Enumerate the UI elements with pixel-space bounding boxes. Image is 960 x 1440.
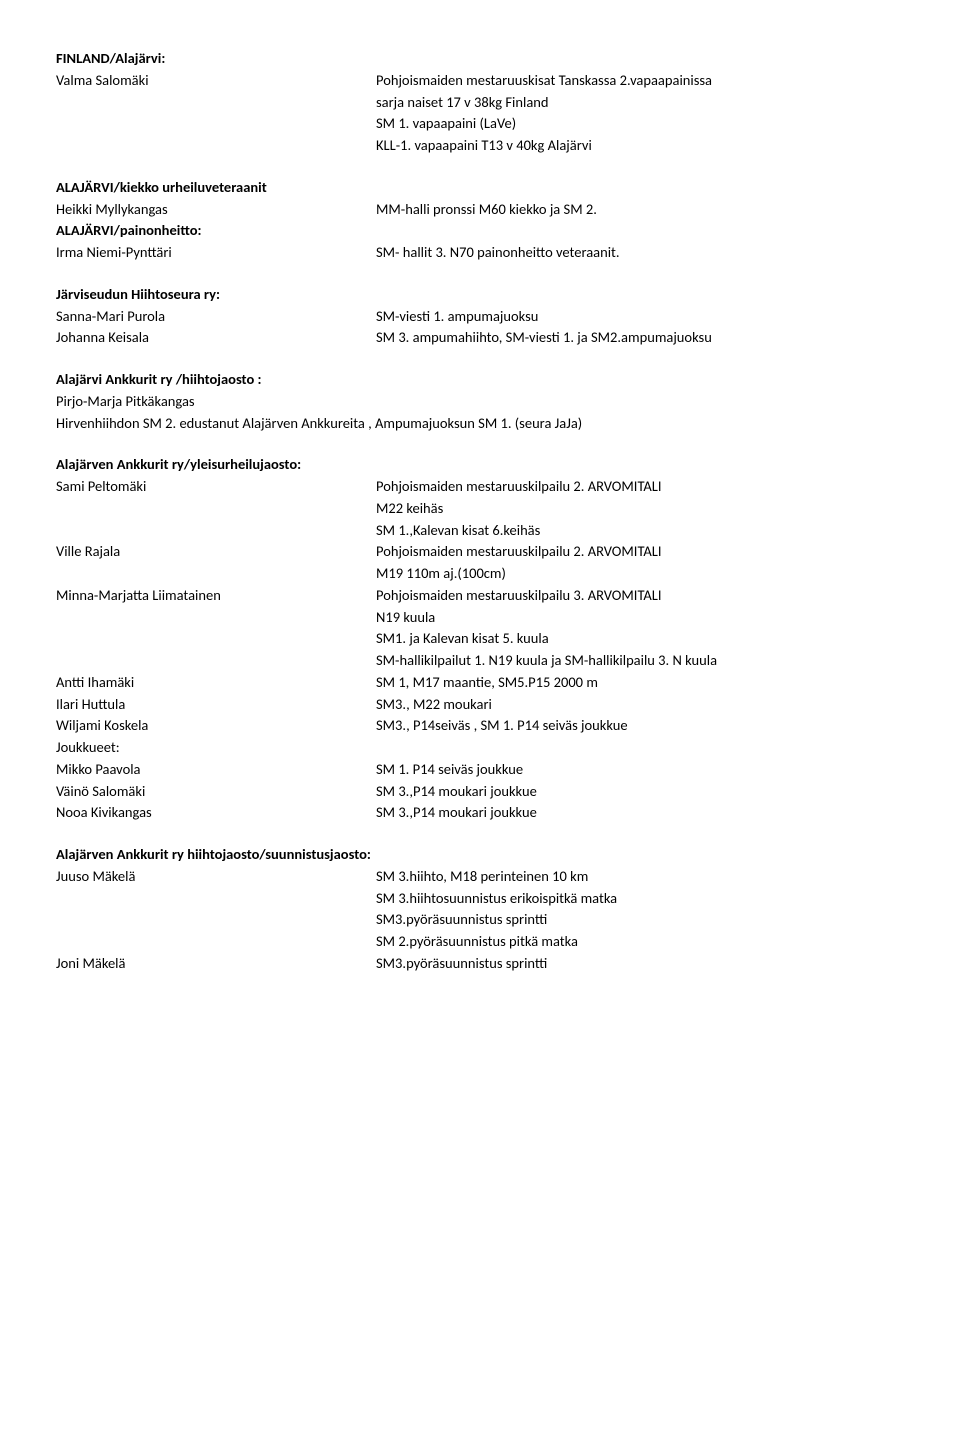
achievement-text: SM 1, M17 maantie, SM5.P15 2000 m: [376, 672, 904, 694]
achievement-text: SM1. ja Kalevan kisat 5. kuula: [376, 628, 904, 650]
person-name: Ilari Huttula: [56, 694, 376, 716]
achievement-text: SM3.pyöräsuunnistus sprintti: [376, 953, 904, 975]
person-name: Wiljami Koskela: [56, 715, 376, 737]
achievement-text: SM 1. vapaapaini (LaVe): [376, 113, 904, 135]
person-name: Nooa Kivikangas: [56, 802, 376, 824]
achievement-text: SM3.pyöräsuunnistus sprintti: [376, 909, 904, 931]
person-name: Juuso Mäkelä: [56, 866, 376, 888]
entry-row: Joni MäkeläSM3.pyöräsuunnistus sprintti: [56, 953, 904, 975]
sub-heading: ALAJÄRVI/painonheitto:: [56, 220, 904, 242]
entry-row: Sanna-Mari Purola SM-viesti 1. ampumajuo…: [56, 306, 904, 328]
person-name: Antti Ihamäki: [56, 672, 376, 694]
person-name: Heikki Myllykangas: [56, 199, 376, 221]
achievement-text: SM 3.hiihtosuunnistus erikoispitkä matka: [376, 888, 904, 910]
section-heading: Alajärvi Ankkurit ry /hiihtojaosto :: [56, 369, 904, 391]
achievement-text: SM-hallikilpailut 1. N19 kuula ja SM-hal…: [376, 650, 904, 672]
entry-row: Wiljami Koskela SM3., P14seiväs , SM 1. …: [56, 715, 904, 737]
entry-row: Juuso MäkeläSM 3.hiihto, M18 perinteinen…: [56, 866, 904, 888]
person-name: Minna-Marjatta Liimatainen: [56, 585, 376, 607]
entry-row: Väinö SalomäkiSM 3.,P14 moukari joukkue: [56, 781, 904, 803]
achievement-text: SM3., P14seiväs , SM 1. P14 seiväs joukk…: [376, 715, 904, 737]
achievement-text: SM3., M22 moukari: [376, 694, 904, 716]
person-name: Irma Niemi-Pynttäri: [56, 242, 376, 264]
section-heading: ALAJÄRVI/kiekko urheiluveteraanit: [56, 177, 904, 199]
entry-row: Mikko PaavolaSM 1. P14 seiväs joukkue: [56, 759, 904, 781]
section-heading: Järviseudun Hiihtoseura ry:: [56, 284, 904, 306]
entry-row: Irma Niemi-Pynttäri SM- hallit 3. N70 pa…: [56, 242, 904, 264]
person-name: Ville Rajala: [56, 541, 376, 563]
achievement-text: SM 3.,P14 moukari joukkue: [376, 802, 904, 824]
achievement-text: SM 1.,Kalevan kisat 6.keihäs: [376, 520, 904, 542]
section-heading: Alajärven Ankkurit ry hiihtojaosto/suunn…: [56, 844, 904, 866]
entry-row: Ville RajalaPohjoismaiden mestaruuskilpa…: [56, 541, 904, 563]
achievement-text: SM 3.hiihto, M18 perinteinen 10 km: [376, 866, 904, 888]
achievement-text: M19 110m aj.(100cm): [376, 563, 904, 585]
person-name: Väinö Salomäki: [56, 781, 376, 803]
person-name: Sanna-Mari Purola: [56, 306, 376, 328]
entry-row: Minna-Marjatta LiimatainenPohjoismaiden …: [56, 585, 904, 607]
person-name: Pirjo-Marja Pitkäkangas: [56, 391, 904, 413]
achievement-text: Pohjoismaiden mestaruuskilpailu 2. ARVOM…: [376, 541, 904, 563]
achievement-text: SM- hallit 3. N70 painonheitto veteraani…: [376, 242, 904, 264]
achievement-text: SM-viesti 1. ampumajuoksu: [376, 306, 904, 328]
entry-row: Heikki Myllykangas MM-halli pronssi M60 …: [56, 199, 904, 221]
section-heading: FINLAND/Alajärvi:: [56, 48, 904, 70]
achievement-text: Pohjoismaiden mestaruuskilpailu 3. ARVOM…: [376, 585, 904, 607]
person-name: Sami Peltomäki: [56, 476, 376, 498]
teams-label: Joukkueet:: [56, 737, 904, 759]
achievement-text: SM 3.,P14 moukari joukkue: [376, 781, 904, 803]
entry-row: Sami PeltomäkiPohjoismaiden mestaruuskil…: [56, 476, 904, 498]
entry-row: Ilari HuttulaSM3., M22 moukari: [56, 694, 904, 716]
achievement-text: Pohjoismaiden mestaruuskilpailu 2. ARVOM…: [376, 476, 904, 498]
entry-row: Antti IhamäkiSM 1, M17 maantie, SM5.P15 …: [56, 672, 904, 694]
achievement-text: Hirvenhiihdon SM 2. edustanut Alajärven …: [56, 413, 904, 435]
achievement-text: MM-halli pronssi M60 kiekko ja SM 2.: [376, 199, 904, 221]
achievement-text: sarja naiset 17 v 38kg Finland: [376, 92, 904, 114]
entry-row: Valma Salomäki Pohjoismaiden mestaruuski…: [56, 70, 904, 92]
achievement-text: SM 1. P14 seiväs joukkue: [376, 759, 904, 781]
achievement-text: SM 3. ampumahiihto, SM-viesti 1. ja SM2.…: [376, 327, 904, 349]
person-name: Johanna Keisala: [56, 327, 376, 349]
achievement-text: KLL-1. vapaapaini T13 v 40kg Alajärvi: [376, 135, 904, 157]
entry-row: Nooa KivikangasSM 3.,P14 moukari joukkue: [56, 802, 904, 824]
person-name: Valma Salomäki: [56, 70, 376, 92]
person-name: Mikko Paavola: [56, 759, 376, 781]
achievement-text: SM 2.pyöräsuunnistus pitkä matka: [376, 931, 904, 953]
achievement-text: N19 kuula: [376, 607, 904, 629]
achievement-text: M22 keihäs: [376, 498, 904, 520]
entry-row: Johanna Keisala SM 3. ampumahiihto, SM-v…: [56, 327, 904, 349]
person-name: Joni Mäkelä: [56, 953, 376, 975]
achievement-text: Pohjoismaiden mestaruuskisat Tanskassa 2…: [376, 70, 904, 92]
section-heading: Alajärven Ankkurit ry/yleisurheilujaosto…: [56, 454, 904, 476]
